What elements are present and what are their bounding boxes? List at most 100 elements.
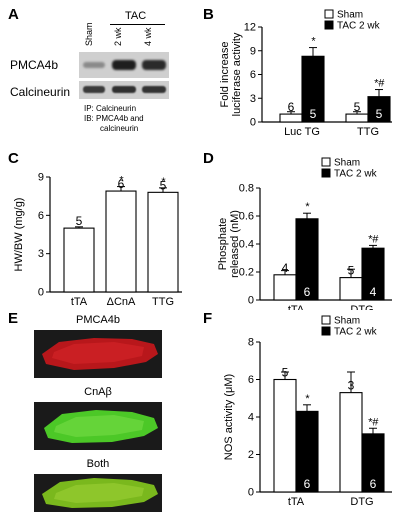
merged-image — [34, 474, 162, 512]
category-label: tTA — [288, 304, 305, 310]
y-axis-label-line: NOS activity (μM) — [223, 374, 235, 460]
n-label: 5 — [160, 178, 167, 192]
bar — [63, 227, 95, 293]
panel-letter-b: B — [203, 6, 214, 23]
lane-label-4wk: 4 wk — [143, 27, 153, 46]
red-cell-shape — [42, 338, 158, 370]
legend-label: Sham — [334, 316, 360, 327]
n-label: 5 — [310, 107, 317, 121]
band-2wk-pmca4b — [112, 60, 136, 70]
bar — [345, 113, 369, 123]
category-label: Luc TG — [284, 126, 320, 138]
ib-note-line2: calcineurin — [100, 124, 139, 133]
y-tick-label: 9 — [250, 45, 256, 57]
y-axis-label: NOS activity (μM) — [223, 374, 235, 460]
legend-label: TAC 2 wk — [334, 169, 378, 180]
y-axis-label-line: HW/BW (mg/g) — [13, 198, 25, 272]
y-axis-label-line: Fold increase — [219, 41, 231, 107]
y-tick-label: 8 — [248, 337, 254, 349]
bar — [339, 277, 363, 301]
y-axis-label: Fold increaseluciferase activity — [219, 32, 243, 116]
category-label: TTG — [357, 126, 379, 138]
bar — [339, 392, 363, 493]
blot-strip-calcineurin — [79, 81, 169, 99]
significance-mark: * — [305, 201, 310, 213]
n-label: 4 — [370, 285, 377, 299]
bar — [273, 378, 297, 493]
n-label: 6 — [288, 100, 295, 114]
y-tick-label: 6 — [250, 69, 256, 81]
chart-f-nos-activity: 0 2 4 6 8 NOS activity (μM) 5 6 * tTA 3 6 *# DTG ShamT… — [223, 315, 392, 508]
panel-letter-c: C — [8, 150, 19, 167]
band-sham-pmca4b — [83, 62, 105, 68]
category-label: DTG — [350, 304, 373, 310]
legend-label: TAC 2 wk — [337, 21, 381, 32]
ib-note-line1: IB: PMCA4b and — [84, 114, 144, 123]
band-sham-calcineurin — [83, 86, 105, 93]
blot-strip-pmca4b — [79, 52, 169, 78]
y-tick-label: 2 — [248, 449, 254, 461]
n-label: 4 — [282, 261, 289, 275]
significance-mark: * — [119, 175, 124, 187]
y-tick-label: 9 — [38, 172, 44, 184]
y-tick-label: 0.2 — [239, 267, 254, 279]
y-axis-label-line: released (nM) — [229, 210, 241, 278]
category-label: TTG — [152, 296, 174, 308]
merged-cell-shape — [42, 478, 158, 508]
y-tick-label: 0 — [248, 487, 254, 499]
significance-mark: *# — [368, 416, 379, 428]
green-cell-shape — [44, 410, 158, 443]
n-label: 5 — [76, 214, 83, 228]
n-label: 5 — [354, 100, 361, 114]
band-2wk-calcineurin — [112, 86, 136, 93]
y-tick-label: 0.8 — [239, 183, 254, 195]
bar — [105, 190, 137, 293]
ip-note: IP: Calcineurin — [84, 104, 137, 113]
y-tick-label: 3 — [38, 248, 44, 260]
significance-mark: * — [161, 176, 166, 188]
y-tick-label: 0 — [250, 117, 256, 129]
legend-swatch — [324, 9, 334, 19]
legend-swatch — [324, 20, 334, 30]
legend-label: Sham — [337, 10, 363, 21]
n-label: 5 — [282, 366, 289, 380]
y-tick-label: 0 — [248, 295, 254, 307]
y-tick-label: 3 — [250, 93, 256, 105]
legend-swatch — [321, 157, 331, 167]
cnab-image — [34, 402, 162, 450]
n-label: 6 — [118, 177, 125, 191]
panel-letter-a: A — [8, 6, 19, 23]
legend-swatch — [321, 326, 331, 336]
n-label: 3 — [348, 379, 355, 393]
lane-label-2wk: 2 wk — [113, 27, 123, 46]
n-label: 6 — [304, 477, 311, 491]
legend-swatch — [321, 168, 331, 178]
bar — [273, 274, 297, 301]
image-title-pmca4b: PMCA4b — [75, 314, 121, 326]
blot-row-label-pmca4b: PMCA4b — [10, 58, 59, 72]
y-tick-label: 12 — [244, 22, 256, 34]
legend-swatch — [321, 315, 331, 325]
legend-label: Sham — [334, 158, 360, 169]
y-tick-label: 0.6 — [239, 211, 254, 223]
significance-mark: *# — [374, 78, 385, 90]
significance-mark: *# — [368, 233, 379, 245]
category-label: tTA — [288, 496, 305, 508]
n-label: 5 — [348, 264, 355, 278]
n-label: 6 — [370, 477, 377, 491]
image-title-both: Both — [86, 458, 110, 470]
y-tick-label: 0 — [38, 287, 44, 299]
n-label: 5 — [376, 107, 383, 121]
y-axis-label: Phosphatereleased (nM) — [217, 210, 241, 278]
y-tick-label: 4 — [248, 412, 254, 424]
y-tick-label: 0.4 — [239, 239, 254, 251]
chart-d-phosphate: 0 0.2 0.4 0.6 0.8 Phosphatereleased (nM) 4 6 * tT… — [217, 157, 392, 310]
y-axis-label: HW/BW (mg/g) — [13, 198, 25, 272]
bar — [147, 191, 179, 293]
y-axis-label-line: luciferase activity — [231, 32, 243, 116]
panel-letter-f: F — [203, 310, 213, 327]
lane-label-sham: Sham — [84, 22, 94, 46]
y-tick-label: 6 — [38, 210, 44, 222]
